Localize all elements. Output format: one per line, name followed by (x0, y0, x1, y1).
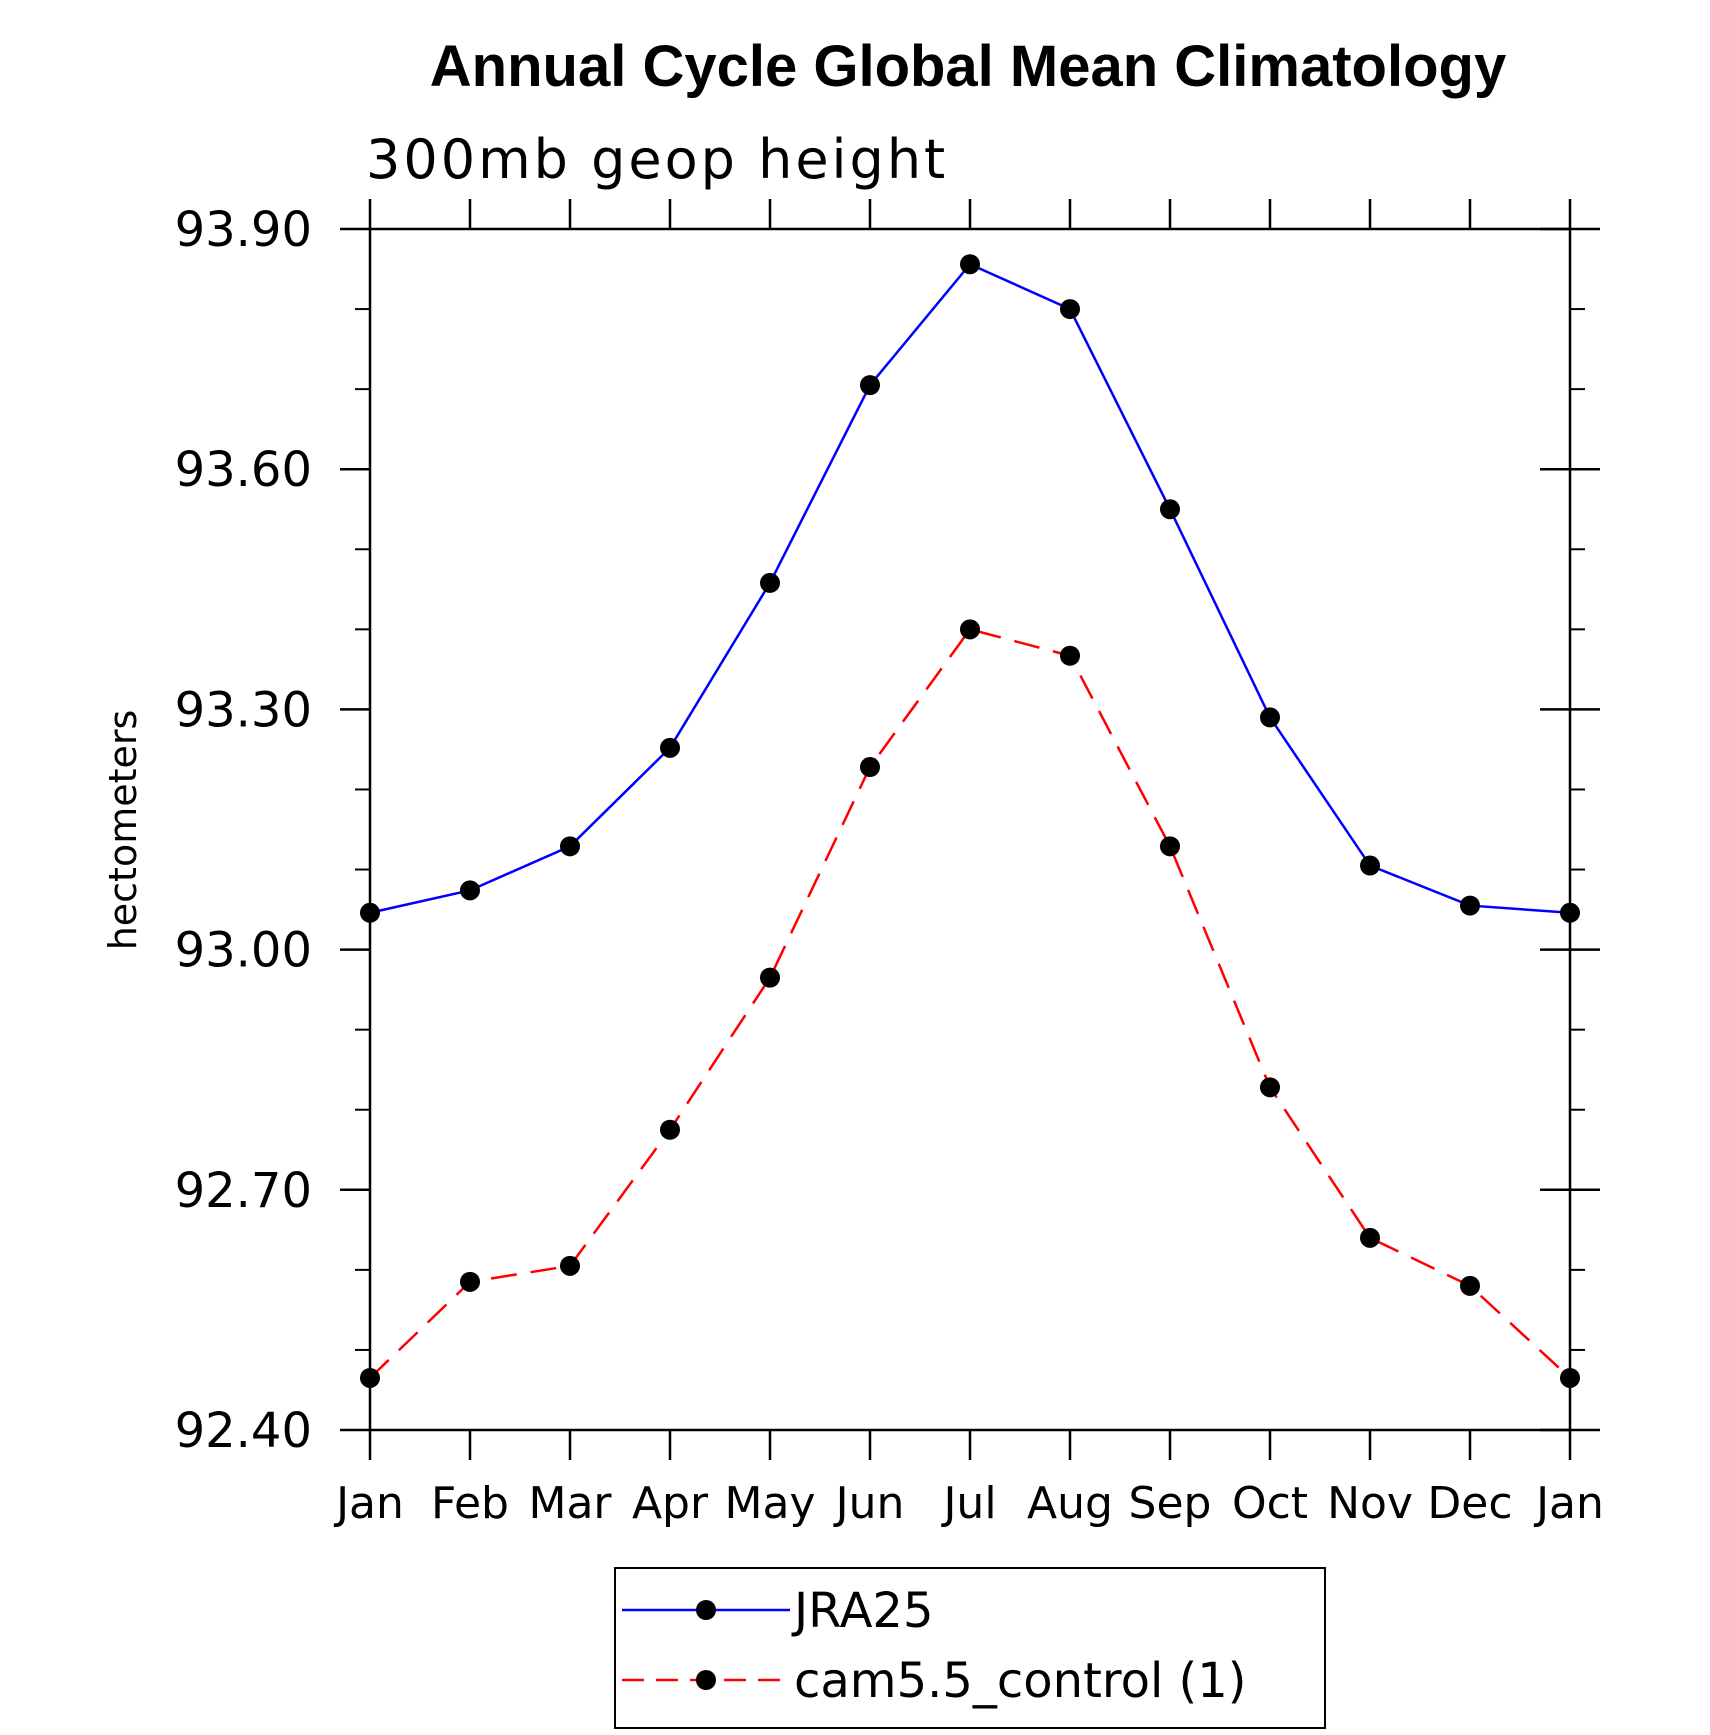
chart-title: Annual Cycle Global Mean Climatology (430, 34, 1506, 99)
legend-entry: JRA25 (622, 1583, 933, 1639)
y-tick-label: 93.60 (175, 442, 312, 498)
series-line (369, 627, 1571, 1379)
x-tick-label: Jan (333, 1478, 404, 1529)
x-tick-label: Aug (1027, 1478, 1113, 1529)
data-point (460, 880, 480, 901)
x-tick-label: Apr (632, 1478, 709, 1529)
data-point (1160, 836, 1180, 857)
data-point (860, 375, 880, 396)
y-tick-label: 92.40 (175, 1403, 312, 1459)
data-point (1260, 1077, 1280, 1098)
series-layer (360, 254, 1580, 1388)
data-point (1360, 855, 1380, 876)
x-tick-label: Jul (940, 1478, 996, 1529)
tick-labels: Jan Feb Mar Apr May Jun Jul Aug Sep Oct Nov Dec Jan 9… (175, 202, 1604, 1529)
data-point (560, 1255, 580, 1276)
x-tick-label: Oct (1232, 1478, 1308, 1529)
x-tick-label: Jun (833, 1478, 905, 1529)
legend-marker (696, 1600, 716, 1620)
data-point (960, 254, 980, 275)
x-tick-label: Jan (1533, 1478, 1604, 1529)
x-tick-label: May (725, 1478, 816, 1529)
y-tick-label: 93.00 (175, 923, 312, 979)
y-tick-label: 93.30 (175, 682, 312, 738)
data-point (760, 967, 780, 988)
y-tick-label: 93.90 (175, 202, 312, 258)
x-tick-label: Dec (1427, 1478, 1512, 1529)
data-point (1060, 299, 1080, 320)
legend-label: cam5.5_control (1) (794, 1653, 1247, 1709)
data-point (560, 836, 580, 857)
x-tick-label: Feb (431, 1478, 509, 1529)
data-point (1360, 1227, 1380, 1248)
data-point (1060, 645, 1080, 666)
axis-ticks (340, 199, 1600, 1460)
data-point (1260, 707, 1280, 728)
data-point (860, 757, 880, 778)
y-axis-label: hectometers (101, 710, 145, 951)
chart-subtitle: 300mb geop height (366, 128, 948, 191)
legend-marker (696, 1670, 716, 1690)
data-point (460, 1271, 480, 1292)
data-point (1160, 499, 1180, 520)
series-jra25 (360, 254, 1580, 923)
data-point (760, 572, 780, 593)
data-point (960, 619, 980, 640)
x-tick-label: Mar (528, 1478, 612, 1529)
series-cam5-5-control (360, 619, 1580, 1388)
data-point (660, 1119, 680, 1140)
legend-entry: cam5.5_control (1) (622, 1653, 1247, 1709)
legend-box (614, 1567, 1326, 1729)
y-tick-label: 92.70 (175, 1163, 312, 1219)
x-tick-label: Sep (1129, 1478, 1212, 1529)
series-line (369, 262, 1571, 915)
plot-frame (368, 227, 1572, 1432)
legend-label: JRA25 (791, 1583, 933, 1639)
data-point (1460, 895, 1480, 916)
data-point (1460, 1275, 1480, 1296)
x-tick-label: Nov (1327, 1478, 1413, 1529)
legend: JRA25 cam5.5_control (1) (614, 1567, 1326, 1729)
data-point (660, 737, 680, 758)
